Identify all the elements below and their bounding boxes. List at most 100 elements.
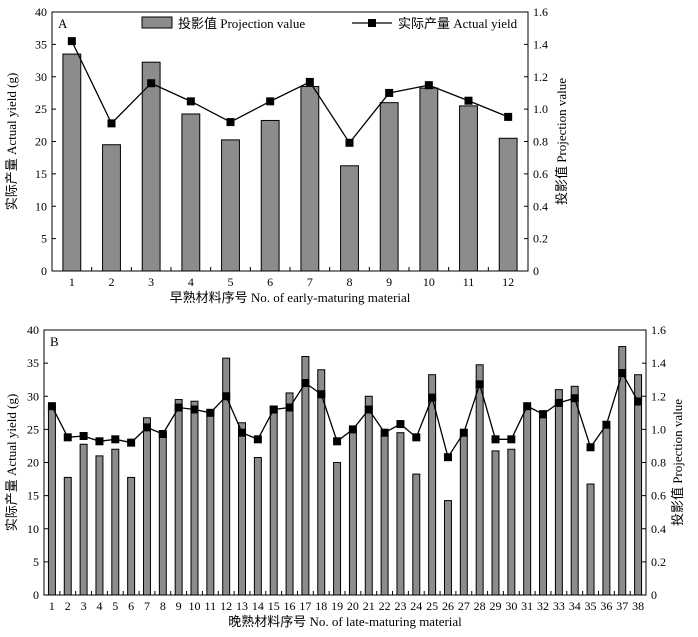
x-tick-label: 6 <box>267 275 273 289</box>
legend-bar-label: 投影值 Projection value <box>178 16 305 31</box>
right-tick-label: 0.2 <box>651 555 666 569</box>
yield-marker <box>206 408 215 417</box>
yield-marker <box>190 405 199 414</box>
x-axis-label: 早熟材料序号 No. of early-maturing material <box>170 290 411 305</box>
yield-marker <box>127 438 136 447</box>
bar <box>618 346 627 596</box>
right-tick-label: 0.2 <box>533 232 548 246</box>
left-tick-label: 10 <box>27 522 39 536</box>
x-tick-label: 19 <box>331 599 343 613</box>
x-tick-label: 10 <box>423 275 435 289</box>
left-tick-label: 25 <box>27 422 39 436</box>
yield-marker <box>186 97 195 106</box>
x-tick-label: 33 <box>553 599 565 613</box>
bar <box>498 137 518 272</box>
left-tick-label: 35 <box>27 356 39 370</box>
plot-frame <box>51 11 529 272</box>
legend-line-label: 实际产量 Actual yield <box>398 16 518 31</box>
yield-marker <box>158 430 167 439</box>
left-tick-label: 5 <box>33 555 39 569</box>
left-tick-label: 40 <box>35 5 47 19</box>
x-tick-label: 6 <box>128 599 134 613</box>
bar <box>459 435 468 596</box>
x-tick-label: 27 <box>458 599 470 613</box>
x-tick-label: 11 <box>205 599 217 613</box>
x-tick-label: 34 <box>569 599 581 613</box>
x-tick-label: 12 <box>220 599 232 613</box>
bar <box>63 476 72 596</box>
chart-b: 051015202530354000.20.40.60.81.01.21.41.… <box>4 323 685 629</box>
yield-marker <box>459 428 468 437</box>
x-tick-label: 25 <box>426 599 438 613</box>
x-tick-label: 15 <box>268 599 280 613</box>
bar <box>340 165 359 272</box>
right-tick-label: 1.4 <box>533 37 548 51</box>
left-axis-label: 实际产量 Actual yield (g) <box>4 73 19 211</box>
x-tick-label: 2 <box>65 599 71 613</box>
x-tick-label: 8 <box>347 275 353 289</box>
yield-marker <box>464 96 473 105</box>
yield-marker <box>269 405 278 414</box>
yield-marker <box>364 405 373 414</box>
left-axis-label: 实际产量 Actual yield (g) <box>4 394 19 532</box>
bar <box>428 374 437 596</box>
left-tick-label: 35 <box>35 37 47 51</box>
right-tick-label: 1.4 <box>651 356 666 370</box>
legend-line-marker <box>368 19 376 27</box>
left-tick-label: 40 <box>27 323 39 337</box>
bar <box>364 395 373 596</box>
x-tick-label: 8 <box>160 599 166 613</box>
x-tick-label: 7 <box>144 599 150 613</box>
x-tick-label: 37 <box>616 599 628 613</box>
yield-marker <box>226 118 235 127</box>
x-tick-label: 17 <box>299 599 311 613</box>
x-tick-label: 3 <box>81 599 87 613</box>
bar <box>102 144 121 272</box>
right-axis-label: 投影值 Projection value <box>554 78 569 205</box>
yield-marker <box>285 403 294 412</box>
bar <box>554 389 563 596</box>
bar <box>158 432 167 596</box>
left-tick-label: 0 <box>33 588 39 602</box>
yield-marker <box>507 435 516 444</box>
bar <box>127 476 136 596</box>
bar <box>539 417 548 596</box>
left-tick-label: 0 <box>41 264 47 278</box>
bar <box>142 417 151 596</box>
panel-label: B <box>50 334 59 349</box>
bar <box>238 422 247 596</box>
x-tick-label: 26 <box>442 599 454 613</box>
bar <box>269 405 278 596</box>
yield-marker <box>333 437 342 446</box>
right-tick-label: 0.6 <box>533 167 548 181</box>
legend-bar-swatch <box>141 16 173 29</box>
right-tick-label: 0.6 <box>651 489 666 503</box>
bar <box>300 85 320 272</box>
x-tick-label: 38 <box>632 599 644 613</box>
yield-marker <box>147 79 156 88</box>
yield-line <box>51 371 639 459</box>
yield-marker <box>95 437 104 446</box>
yield-marker <box>539 410 548 419</box>
yield-marker <box>554 398 563 407</box>
panel-label: A <box>58 16 68 31</box>
left-tick-label: 25 <box>35 102 47 116</box>
x-tick-label: 13 <box>236 599 248 613</box>
bar <box>190 400 199 596</box>
x-tick-label: 32 <box>537 599 549 613</box>
x-tick-label: 9 <box>176 599 182 613</box>
x-tick-label: 2 <box>109 275 115 289</box>
x-tick-label: 21 <box>363 599 375 613</box>
bar <box>253 457 262 596</box>
yield-marker <box>301 379 310 387</box>
bar <box>523 409 532 596</box>
yield-marker <box>63 433 72 442</box>
x-tick-label: 3 <box>148 275 154 289</box>
yield-marker <box>348 425 357 434</box>
x-axis-label: 晚熟材料序号 No. of late-maturing material <box>228 614 462 629</box>
bar <box>260 119 280 272</box>
right-tick-label: 1.6 <box>533 5 548 19</box>
bar <box>206 409 215 596</box>
right-tick-label: 1.2 <box>533 70 548 84</box>
yield-marker <box>396 420 405 429</box>
